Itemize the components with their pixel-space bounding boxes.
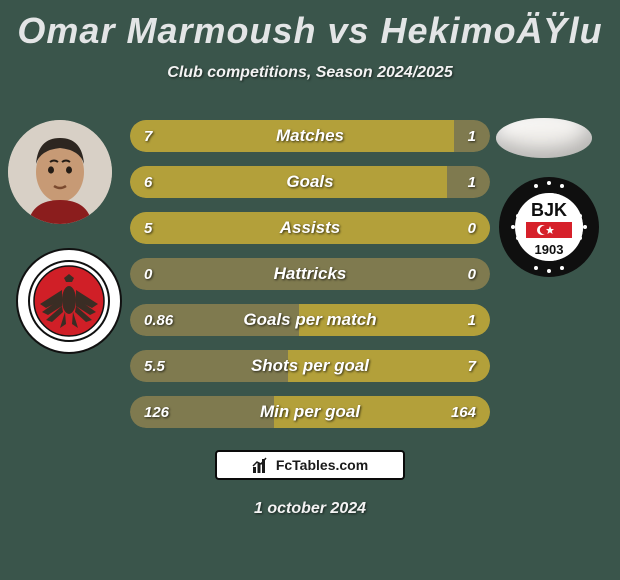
stat-row: 50Assists [130, 212, 490, 244]
stat-row: 0.861Goals per match [130, 304, 490, 336]
date-line: 1 october 2024 [0, 500, 620, 518]
stat-row: 5.57Shots per goal [130, 350, 490, 382]
page-title: Omar Marmoush vs HekimoÄŸlu [0, 0, 620, 52]
svg-text:BJK: BJK [531, 200, 567, 220]
stat-label: Goals [130, 166, 490, 198]
chart-icon [252, 456, 270, 474]
stat-label: Min per goal [130, 396, 490, 428]
ball-icon [496, 118, 592, 158]
club-logo-left [16, 248, 122, 354]
stat-row: 00Hattricks [130, 258, 490, 290]
stat-row: 71Matches [130, 120, 490, 152]
subtitle: Club competitions, Season 2024/2025 [0, 64, 620, 82]
comparison-infographic: Omar Marmoush vs HekimoÄŸlu Club competi… [0, 0, 620, 580]
stat-label: Shots per goal [130, 350, 490, 382]
footer-brand: FcTables.com [215, 450, 405, 480]
stat-label: Hattricks [130, 258, 490, 290]
footer-text: FcTables.com [276, 457, 368, 473]
eagle-logo-svg [16, 248, 122, 354]
stat-row: 126164Min per goal [130, 396, 490, 428]
avatar-left-svg [8, 120, 112, 224]
stat-label: Matches [130, 120, 490, 152]
bjk-logo-svg: BJK 1903 [498, 176, 600, 278]
stat-label: Goals per match [130, 304, 490, 336]
svg-text:1903: 1903 [535, 242, 564, 257]
stats-area: 71Matches 61Goals 50Assists 00Hattricks 0.86… [130, 120, 490, 442]
club-logo-right: BJK 1903 [498, 176, 600, 278]
stat-row: 61Goals [130, 166, 490, 198]
stat-label: Assists [130, 212, 490, 244]
player-photo-left [8, 120, 112, 224]
